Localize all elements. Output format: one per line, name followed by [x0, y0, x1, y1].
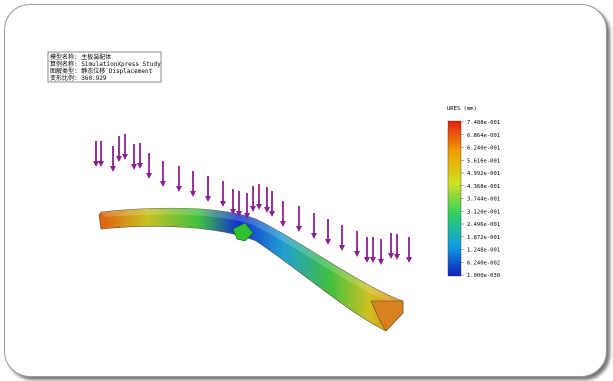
info-line: 模型名称: 主板装配体	[50, 53, 111, 61]
scene: 模型名称: 主板装配体 算例名称: SimulationXpress Study…	[5, 5, 606, 376]
legend-label: 6.240e-002	[467, 260, 500, 266]
load-arrow-head	[93, 161, 99, 167]
load-arrow-head	[160, 181, 166, 187]
load-arrow-head	[325, 239, 331, 245]
load-arrow-head	[205, 196, 211, 202]
legend-label: 3.744e-001	[467, 197, 500, 203]
load-arrow-head	[378, 259, 384, 265]
load-arrow-head	[110, 166, 116, 172]
legend-labels: 7.488e-001 6.864e-001 6.240e-001 5.616e-001…	[461, 120, 500, 279]
legend-label: 7.488e-001	[467, 120, 500, 126]
load-arrows	[93, 134, 412, 265]
load-arrow-head	[354, 251, 360, 257]
legend-label: 1.872e-001	[467, 235, 500, 241]
load-arrow-head	[370, 257, 376, 263]
load-arrow-head	[250, 206, 256, 212]
load-arrow-head	[131, 164, 137, 170]
load-arrow-head	[264, 207, 270, 213]
info-line: 算例名称: SimulationXpress Study	[50, 60, 161, 68]
load-arrow-head	[388, 253, 394, 259]
load-arrow-head	[406, 257, 412, 263]
load-arrow-head	[311, 233, 317, 239]
beam	[99, 208, 403, 331]
legend-title: URES (mm)	[447, 106, 477, 112]
info-line: 变形比例: 360.929	[50, 74, 107, 82]
legend-label: 6.864e-001	[467, 133, 500, 139]
legend-label: 6.240e-001	[467, 146, 500, 152]
load-arrow-head	[98, 161, 104, 167]
load-arrow-head	[256, 204, 262, 210]
viewport: 模型名称: 主板装配体 算例名称: SimulationXpress Study…	[4, 4, 607, 377]
legend-label: 2.496e-001	[467, 222, 500, 228]
load-arrow-head	[190, 191, 196, 197]
load-arrow-head	[176, 186, 182, 192]
legend-label: 1.248e-001	[467, 248, 500, 254]
color-bar	[448, 121, 461, 276]
legend-label: 1.000e-030	[467, 273, 500, 279]
load-arrow-head	[146, 173, 152, 179]
legend-label: 3.120e-001	[467, 209, 500, 215]
load-arrow-head	[296, 226, 302, 232]
load-arrow-head	[394, 254, 400, 260]
legend-label: 4.368e-001	[467, 184, 500, 190]
legend-label: 5.616e-001	[467, 158, 500, 164]
load-arrow-head	[220, 201, 226, 207]
load-arrow-head	[122, 154, 128, 160]
info-line: 图解类型: 静态位移 Displacement	[50, 67, 153, 75]
load-arrow-head	[269, 211, 275, 217]
load-arrow-head	[280, 221, 286, 227]
load-arrow-head	[364, 257, 370, 263]
legend-label: 4.992e-001	[467, 171, 500, 177]
load-arrow-head	[116, 156, 122, 162]
load-arrow-head	[137, 163, 143, 169]
load-arrow-head	[339, 245, 345, 251]
